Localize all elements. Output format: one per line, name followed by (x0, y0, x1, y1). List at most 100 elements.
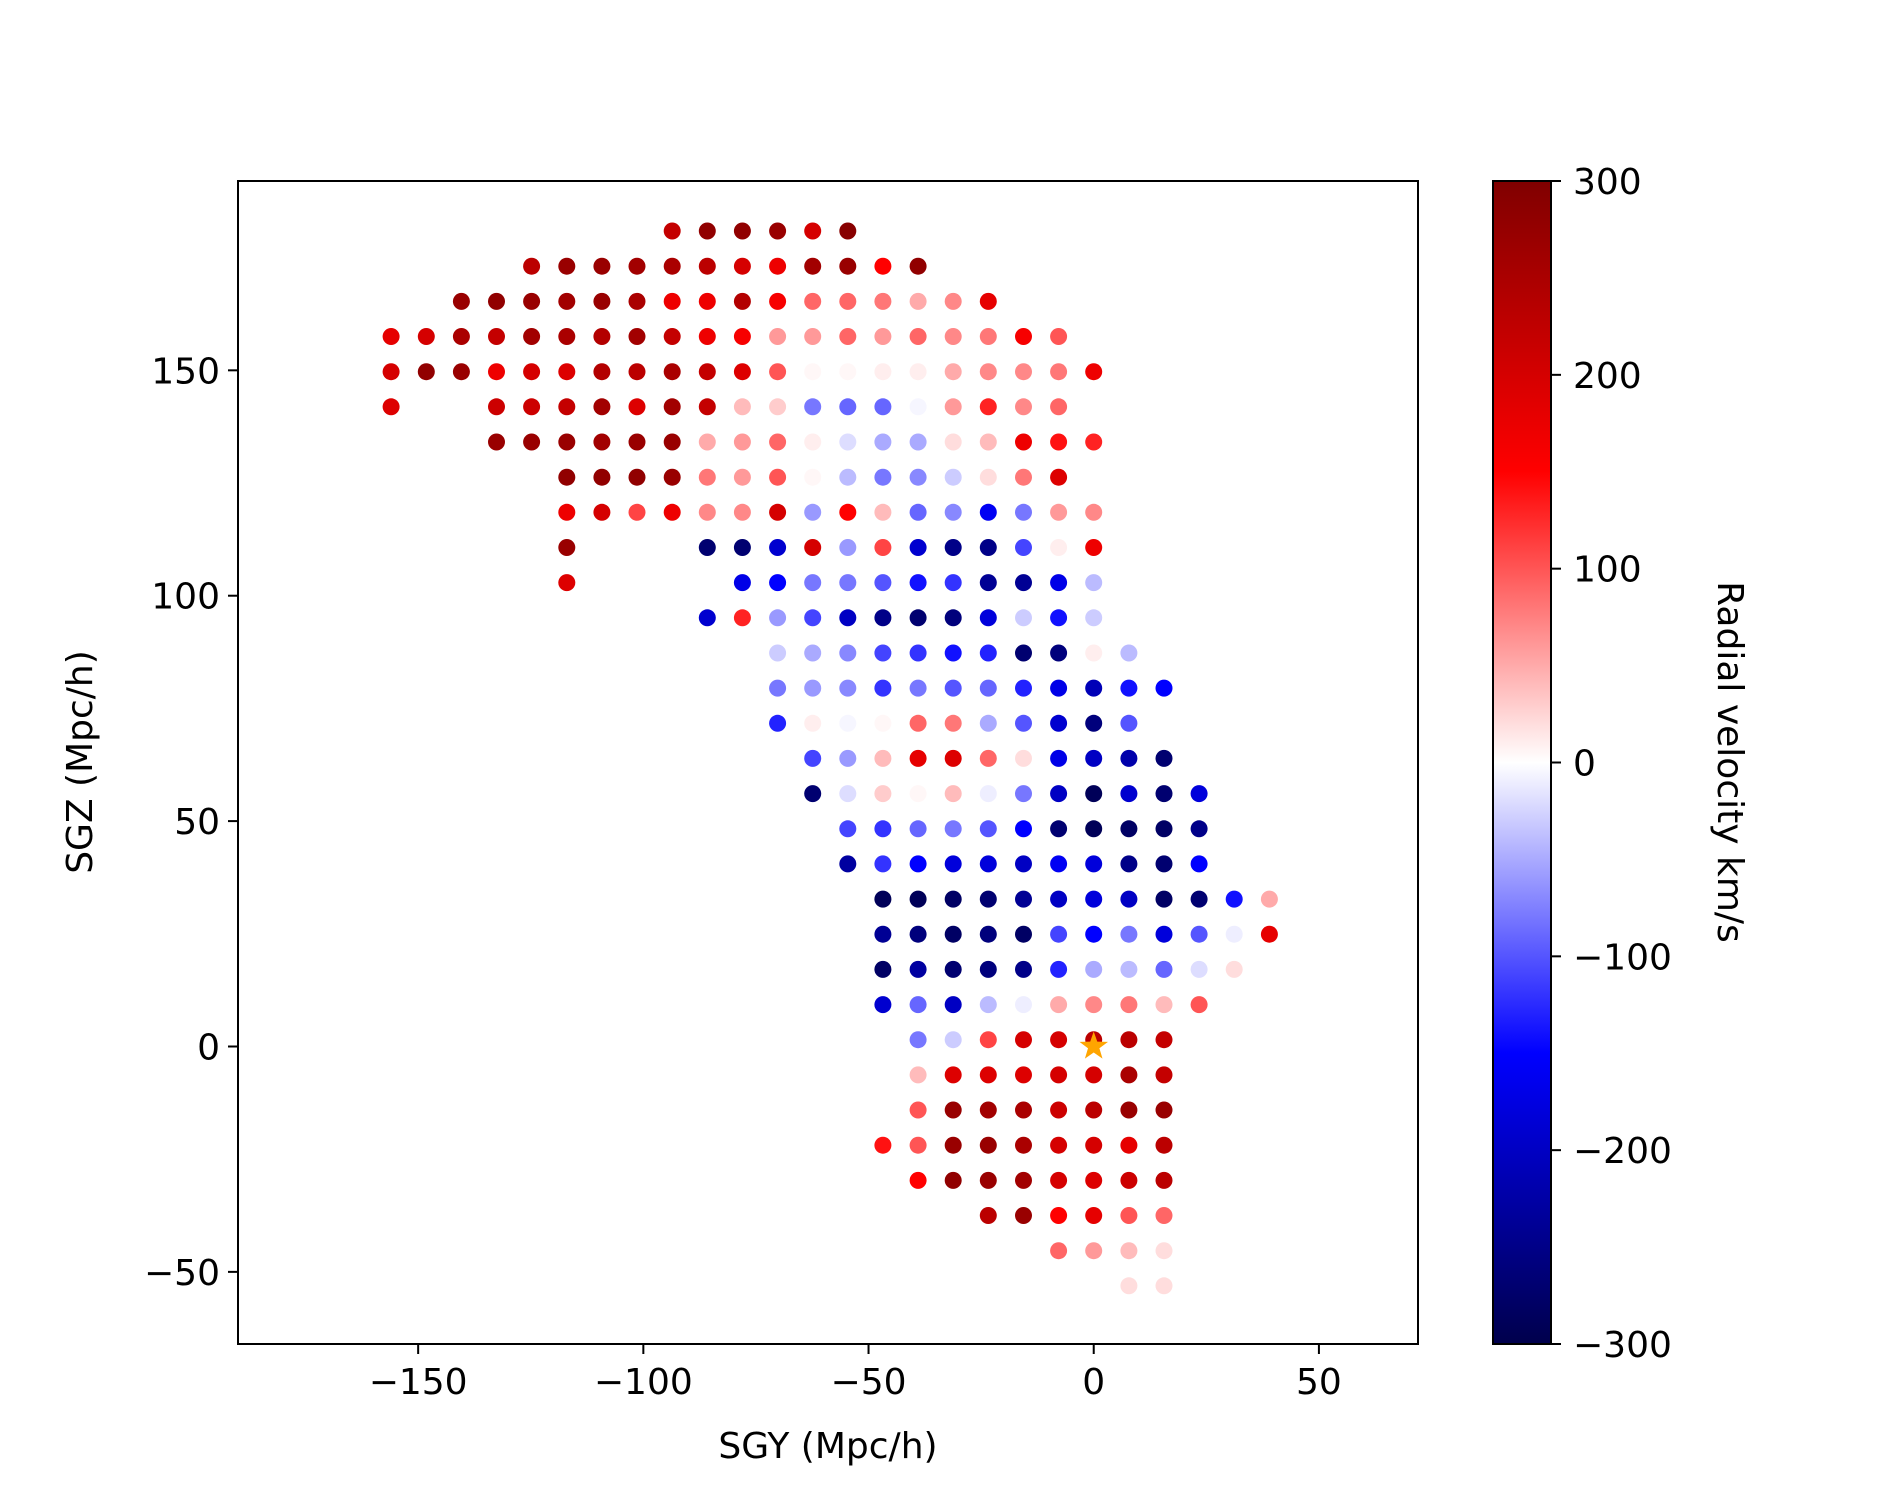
data-point (1015, 574, 1032, 592)
data-point (874, 679, 892, 697)
data-point (1085, 679, 1103, 697)
data-point (733, 328, 751, 345)
data-point (979, 714, 997, 732)
data-point (1050, 1066, 1068, 1084)
data-point (1015, 714, 1032, 732)
data-point (1015, 363, 1032, 381)
data-point (593, 468, 611, 486)
data-point (628, 468, 646, 486)
data-point (488, 292, 505, 310)
plot-frame (237, 180, 1419, 1345)
data-point (1120, 1136, 1138, 1154)
colorbar-tick-label: −300 (1573, 1325, 1672, 1366)
data-point (1120, 855, 1138, 873)
x-tick-label: 50 (1296, 1362, 1342, 1403)
data-point (944, 539, 962, 556)
data-point (804, 328, 822, 345)
data-point (1050, 539, 1068, 556)
data-point (558, 257, 576, 275)
data-point (663, 398, 681, 416)
data-point (979, 363, 997, 381)
data-point (979, 433, 997, 451)
data-point (1085, 574, 1103, 592)
data-point (1085, 785, 1103, 803)
data-point (769, 292, 787, 310)
data-point (804, 257, 822, 275)
data-point (663, 433, 681, 451)
colorbar (1492, 180, 1552, 1345)
data-point (1085, 1136, 1103, 1154)
x-tick-label: −150 (369, 1362, 468, 1403)
data-point (944, 363, 962, 381)
data-point (804, 609, 822, 627)
data-point (1015, 398, 1032, 416)
data-point (979, 855, 997, 873)
data-point (558, 574, 576, 592)
data-point (944, 820, 962, 838)
data-point (874, 539, 892, 556)
data-point (839, 609, 857, 627)
data-point (1155, 1207, 1173, 1224)
data-point (804, 433, 822, 451)
data-point (979, 1066, 997, 1084)
data-point (733, 363, 751, 381)
data-point (909, 503, 927, 521)
data-point (944, 398, 962, 416)
data-point (979, 1171, 997, 1189)
data-point (909, 820, 927, 838)
data-point (1085, 1242, 1103, 1260)
data-point (1155, 996, 1173, 1014)
data-point (593, 257, 611, 275)
data-point (944, 1101, 962, 1119)
data-point (1015, 1207, 1032, 1224)
data-point (769, 609, 787, 627)
data-point (1190, 855, 1208, 873)
data-point (1225, 890, 1243, 908)
data-point (804, 714, 822, 732)
data-point (979, 292, 997, 310)
data-point (628, 398, 646, 416)
data-point (523, 328, 541, 345)
data-point (874, 503, 892, 521)
data-point (979, 574, 997, 592)
data-point (839, 539, 857, 556)
data-point (1015, 503, 1032, 521)
data-point (1050, 679, 1068, 697)
data-point (769, 714, 787, 732)
data-point (874, 574, 892, 592)
data-point (733, 292, 751, 310)
data-point (1085, 539, 1103, 556)
data-points (382, 222, 1278, 1295)
data-point (979, 996, 997, 1014)
data-point (1015, 679, 1032, 697)
data-point (874, 890, 892, 908)
data-point (382, 398, 400, 416)
data-point (1015, 644, 1032, 662)
data-point (909, 257, 927, 275)
data-point (874, 468, 892, 486)
data-point (1155, 960, 1173, 978)
data-point (769, 644, 787, 662)
data-point (1155, 749, 1173, 767)
data-point (1085, 714, 1103, 732)
data-point (909, 1031, 927, 1049)
data-point (804, 222, 822, 240)
data-point (488, 328, 505, 345)
data-point (417, 363, 435, 381)
data-point (1015, 855, 1032, 873)
data-point (1190, 996, 1208, 1014)
observer-star-marker (1079, 1031, 1108, 1059)
data-point (1085, 925, 1103, 943)
data-point (944, 1136, 962, 1154)
x-tick-label: 0 (1082, 1362, 1105, 1403)
data-point (804, 749, 822, 767)
data-point (909, 714, 927, 732)
data-point (769, 468, 787, 486)
data-point (909, 996, 927, 1014)
data-point (839, 363, 857, 381)
data-point (1050, 363, 1068, 381)
data-point (804, 679, 822, 697)
data-point (1260, 890, 1278, 908)
y-axis-label: SGZ (Mpc/h) (60, 650, 101, 874)
